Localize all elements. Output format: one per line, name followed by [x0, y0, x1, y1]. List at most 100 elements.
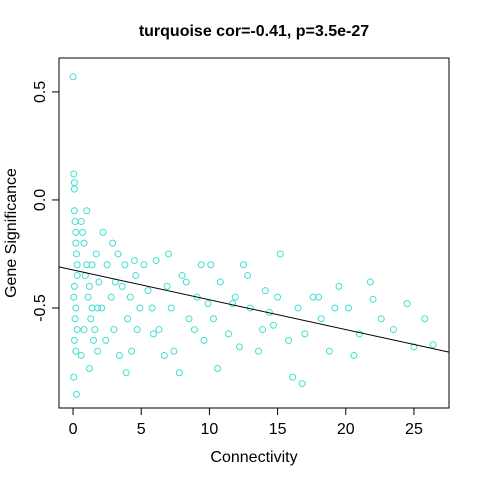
point — [309, 293, 317, 301]
point — [109, 239, 117, 247]
point — [182, 278, 190, 286]
point — [136, 304, 144, 312]
point — [77, 218, 85, 226]
point — [165, 250, 172, 258]
point — [72, 390, 80, 398]
point — [79, 228, 87, 236]
point — [276, 250, 284, 258]
point — [121, 261, 129, 269]
point — [70, 373, 78, 381]
point — [244, 272, 252, 280]
x-tick-label: 10 — [201, 421, 219, 438]
y-axis-label: Gene Significance — [3, 168, 20, 298]
point — [285, 336, 292, 344]
point — [315, 293, 322, 301]
point — [122, 369, 130, 377]
point — [259, 326, 267, 334]
point — [83, 207, 91, 215]
point — [69, 73, 77, 81]
point — [70, 282, 78, 290]
point — [80, 326, 88, 334]
point — [72, 347, 80, 355]
point — [130, 256, 138, 264]
point — [88, 261, 96, 269]
point — [231, 293, 239, 301]
x-axis-label: Connectivity — [210, 449, 297, 466]
point — [85, 282, 93, 290]
point — [72, 239, 80, 247]
point — [70, 185, 78, 193]
point — [118, 282, 126, 290]
point — [92, 250, 100, 258]
point — [107, 293, 115, 301]
point — [128, 347, 136, 355]
point — [410, 343, 418, 351]
point — [90, 336, 97, 344]
point — [73, 272, 81, 280]
x-tick-label: 0 — [69, 421, 78, 438]
chart-title: turquoise cor=-0.41, p=3.5e-27 — [139, 23, 369, 40]
point — [204, 300, 212, 308]
point — [77, 352, 85, 359]
point — [70, 170, 78, 178]
point — [175, 369, 183, 377]
point — [200, 336, 208, 344]
point — [140, 261, 148, 269]
fit-line — [58, 266, 450, 353]
point — [355, 330, 363, 338]
point — [294, 304, 302, 312]
point — [377, 315, 385, 323]
point — [225, 330, 232, 338]
point — [229, 300, 237, 308]
point — [261, 287, 269, 295]
point — [124, 315, 132, 323]
point — [71, 218, 79, 226]
point — [114, 250, 122, 258]
point — [73, 261, 81, 269]
point — [369, 295, 377, 303]
point — [99, 228, 107, 236]
point — [85, 364, 93, 372]
point — [70, 179, 78, 187]
point — [331, 304, 339, 312]
y-tick-label: -0.5 — [32, 294, 49, 322]
point — [335, 282, 343, 290]
point — [185, 315, 193, 323]
point — [152, 256, 160, 264]
point — [270, 321, 277, 329]
point — [95, 278, 103, 286]
point — [72, 304, 80, 312]
point — [403, 300, 411, 308]
y-tick-label: 0.0 — [32, 189, 49, 211]
point — [91, 326, 99, 334]
point — [70, 293, 78, 301]
point — [178, 272, 186, 280]
point — [73, 326, 81, 334]
point — [317, 315, 325, 323]
point — [83, 261, 91, 269]
point — [429, 341, 437, 349]
point — [72, 228, 80, 236]
point — [126, 293, 134, 301]
point — [115, 352, 123, 359]
point — [80, 239, 88, 247]
point — [301, 330, 309, 338]
point — [98, 304, 106, 312]
point — [421, 315, 429, 323]
point — [207, 261, 215, 269]
plot-frame — [58, 57, 450, 409]
x-tick-label: 25 — [405, 421, 423, 438]
x-tick-label: 20 — [337, 421, 355, 438]
point — [94, 347, 102, 355]
point — [71, 315, 79, 323]
point — [274, 293, 282, 301]
point — [289, 373, 297, 381]
point — [94, 304, 102, 312]
point — [193, 293, 201, 301]
point — [150, 330, 157, 338]
point — [163, 282, 171, 290]
point — [70, 336, 78, 344]
y-tick-label: 0.5 — [32, 81, 49, 103]
x-tick-label: 5 — [137, 421, 146, 438]
